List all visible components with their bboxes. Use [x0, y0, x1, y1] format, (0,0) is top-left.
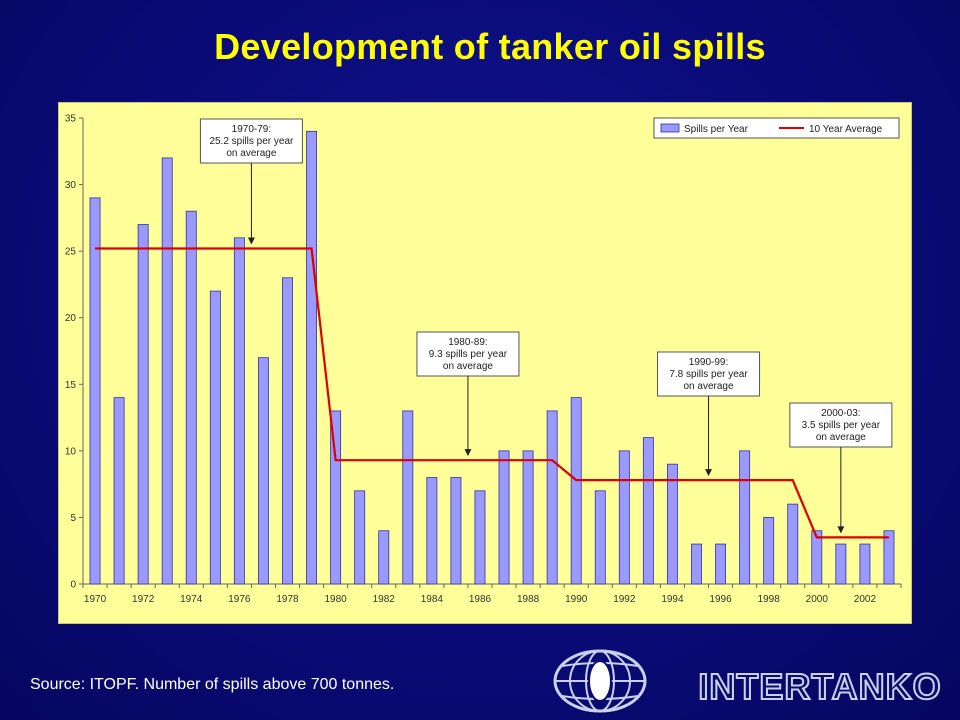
bar-1986	[474, 490, 486, 585]
bar-1993	[642, 437, 654, 585]
annotation-arrow-head	[464, 449, 472, 457]
bar-1989	[546, 410, 558, 585]
annotation-text: on average	[816, 432, 866, 443]
bar-2001	[835, 543, 847, 585]
bar-1971	[113, 397, 125, 585]
annotation-box	[416, 331, 520, 377]
x-tick-label: 1974	[180, 594, 203, 605]
y-tick-label: 5	[70, 513, 76, 524]
bar-1990	[570, 397, 582, 585]
y-tick-label: 25	[65, 247, 77, 258]
x-tick-label: 1994	[661, 594, 684, 605]
bar-1992	[618, 450, 630, 585]
intertanko-logo-text: INTERTANKO	[697, 666, 942, 707]
annotation-text: 3.5 spills per year	[802, 420, 881, 431]
annotation-text: 25.2 spills per year	[209, 136, 294, 147]
bar-1996	[715, 543, 727, 585]
annotation-text: 1980-89:	[448, 337, 487, 348]
y-tick-label: 15	[65, 380, 77, 391]
bar-1974	[185, 210, 197, 585]
x-tick-label: 2000	[806, 594, 829, 605]
bar-1976	[233, 237, 245, 585]
bar-1991	[594, 490, 606, 585]
bar-line-chart: 0 5 10 15 20 25 30 35 1970 1972 1974 1976 1978 1980 19…	[65, 114, 902, 605]
x-tick-label: 2002	[854, 594, 877, 605]
annotation-arrow-head	[247, 237, 255, 245]
annotation-box	[789, 402, 893, 448]
bar-1980	[330, 410, 342, 585]
annotation-text: 1970-79:	[232, 124, 271, 135]
x-tick-label: 1998	[758, 594, 781, 605]
y-tick-label: 10	[65, 446, 77, 457]
x-tick-label: 1970	[84, 594, 107, 605]
x-tick-label: 1972	[132, 594, 155, 605]
bar-1985	[450, 477, 462, 585]
bar-2002	[859, 543, 871, 585]
annotation-arrow-head	[705, 469, 713, 477]
bar-1984	[426, 477, 438, 585]
annotation-text: 9.3 spills per year	[429, 349, 508, 360]
bar-1999	[787, 503, 799, 585]
annotation-text: on average	[226, 148, 276, 159]
bar-1988	[522, 450, 534, 585]
annotation-text: 7.8 spills per year	[669, 369, 748, 380]
legend-label-line: 10 Year Average	[809, 124, 883, 135]
x-tick-label: 1988	[517, 594, 540, 605]
bar-2003	[883, 530, 895, 585]
x-tick-label: 1982	[373, 594, 396, 605]
legend-swatch-bars	[660, 123, 680, 133]
bar-1994	[666, 463, 678, 585]
annotation-text: on average	[443, 361, 493, 372]
y-tick-label: 20	[65, 313, 77, 324]
bar-1972	[137, 224, 149, 585]
legend-label-bars: Spills per Year	[684, 124, 749, 135]
bar-1975	[209, 290, 221, 585]
source-note: Source: ITOPF. Number of spills above 70…	[30, 676, 395, 693]
annotation-box	[657, 351, 761, 397]
annotation-text: on average	[684, 381, 734, 392]
x-tick-label: 1996	[709, 594, 732, 605]
annotation-text: 1990-99:	[689, 357, 728, 368]
x-tick-label: 1990	[565, 594, 588, 605]
bar-1995	[691, 543, 702, 585]
x-tick-label: 1976	[228, 594, 251, 605]
x-tick-label: 1984	[421, 594, 444, 605]
bar-1970	[89, 197, 101, 585]
x-tick-label: 1986	[469, 594, 492, 605]
bar-1982	[378, 530, 390, 585]
bar-1998	[763, 517, 775, 585]
annotation-arrow-head	[837, 526, 845, 534]
globe-logo-icon	[553, 649, 647, 713]
x-tick-label: 1978	[276, 594, 299, 605]
ten-year-average-line	[95, 247, 889, 539]
y-tick-label: 0	[70, 580, 76, 591]
y-tick-label: 35	[65, 114, 77, 125]
bar-2000	[811, 530, 823, 585]
x-tick-label: 1992	[613, 594, 636, 605]
bar-1977	[257, 357, 269, 585]
bar-1997	[739, 450, 751, 585]
bar-1973	[161, 157, 173, 585]
x-tick-label: 1980	[324, 594, 347, 605]
bar-1979	[306, 130, 318, 585]
bar-1981	[354, 490, 366, 585]
bar-1987	[498, 450, 510, 585]
annotation-box	[199, 118, 303, 164]
annotation-text: 2000-03:	[821, 408, 860, 419]
bar-1983	[402, 410, 414, 585]
legend-box	[653, 117, 900, 139]
chart-panel: 0 5 10 15 20 25 30 35 1970 1972 1974 1976 1978 1980 19…	[58, 102, 912, 624]
bar-1978	[282, 277, 293, 585]
y-tick-label: 30	[65, 180, 77, 191]
slide-title: Development of tanker oil spills	[214, 26, 766, 67]
